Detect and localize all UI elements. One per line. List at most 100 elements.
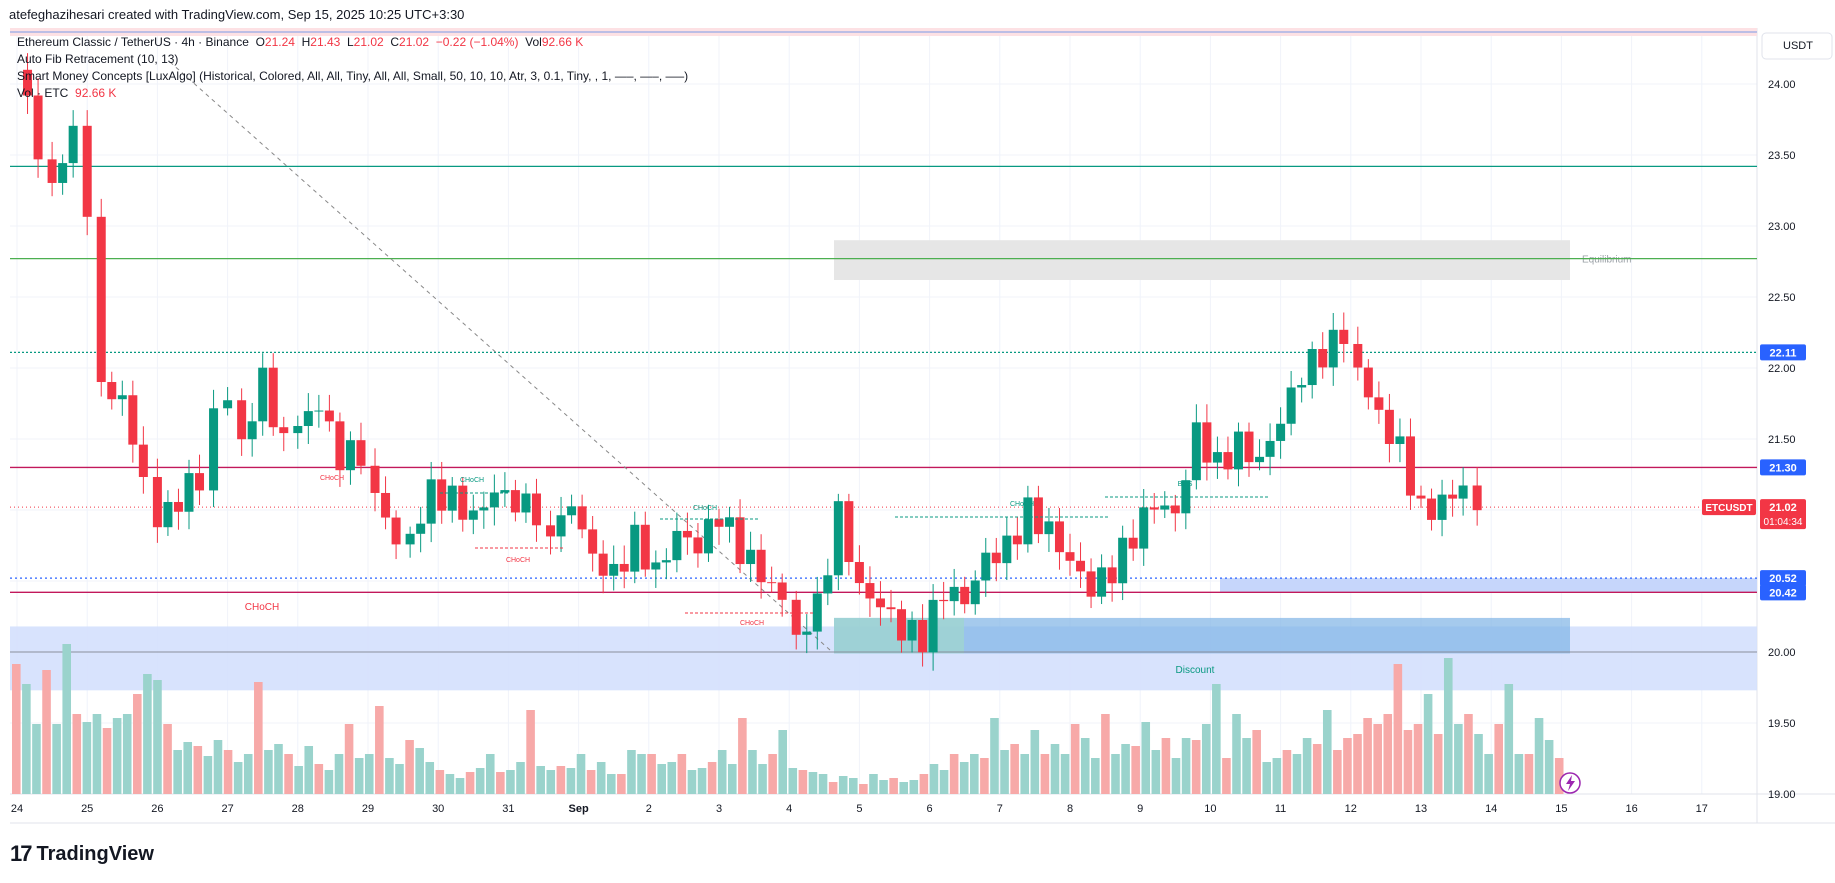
volume-bar <box>455 778 465 794</box>
bos-label: BOS <box>1178 481 1193 488</box>
volume-bar <box>1252 730 1261 794</box>
lightning-bolt-icon <box>1566 775 1575 791</box>
candle-body <box>531 493 541 526</box>
volume-bar <box>697 768 707 794</box>
volume-bar <box>1222 758 1231 794</box>
volume-bar <box>183 742 193 794</box>
volume-bar <box>516 762 525 794</box>
tradingview-logo[interactable]: 17 TradingView <box>10 841 154 866</box>
volume-bar <box>274 744 283 794</box>
legend-symbol[interactable]: Ethereum Classic / TetherUS · 4h · Binan… <box>17 35 249 49</box>
legend-low: 21.02 <box>353 35 384 49</box>
candle-body <box>1286 387 1296 424</box>
volume-bar <box>1050 744 1060 794</box>
price-tick: 23.00 <box>1768 221 1796 233</box>
candle-body <box>875 598 885 608</box>
candle-body <box>1353 343 1363 368</box>
legend-vol-ind-label[interactable]: Vol · ETC <box>17 86 69 100</box>
legend-symbol-row[interactable]: Ethereum Classic / TetherUS · 4h · Binan… <box>17 35 583 49</box>
volume-bar <box>425 762 435 794</box>
candle-body <box>1374 397 1384 410</box>
volume-bar <box>546 770 556 794</box>
volume-bar <box>929 764 939 794</box>
symbol-tag: ETCUSDT <box>1705 503 1752 514</box>
candle-body <box>991 552 1001 564</box>
candle-body <box>152 476 162 528</box>
candle-body <box>1416 495 1426 499</box>
volume-bar <box>1201 724 1211 794</box>
attribution-text: atefeghazihesari created with TradingVie… <box>9 7 465 22</box>
volume-bar <box>1232 714 1241 794</box>
candle-body <box>1044 521 1054 535</box>
candle-body <box>117 395 127 400</box>
volume-bar <box>395 764 404 794</box>
price-label-21-30-box <box>1760 459 1806 476</box>
candle-body <box>928 599 938 653</box>
candle-body <box>725 517 735 527</box>
volume-bar <box>738 718 747 794</box>
candle-body <box>556 515 566 537</box>
volume-bar <box>1070 724 1080 794</box>
price-label-22-11-box <box>1760 344 1806 361</box>
volume-bar <box>375 706 384 794</box>
legend-l-label: L <box>346 35 354 49</box>
candle-body <box>588 529 598 554</box>
volume-bar <box>1212 684 1221 794</box>
time-tick: 25 <box>81 803 93 815</box>
candle-body <box>1076 560 1086 572</box>
legend-volume: 92.66 K <box>541 35 584 49</box>
price-label-20-42-box <box>1760 584 1806 601</box>
volume-bar <box>445 774 455 794</box>
volume-bar <box>102 728 112 794</box>
volume-bar <box>82 722 92 794</box>
legend-fib-text[interactable]: Auto Fib Retracement (10, 13) <box>17 52 179 66</box>
candle-body <box>138 444 148 477</box>
candle-body <box>630 524 640 572</box>
candle-body <box>577 506 587 530</box>
volume-bar <box>52 724 61 794</box>
volume-bar <box>1040 754 1050 794</box>
volume-bars <box>12 644 1564 794</box>
candle-body <box>640 524 650 570</box>
volume-bar <box>506 770 515 794</box>
candle-body <box>833 501 843 576</box>
volume-bar <box>1242 738 1251 794</box>
volume-bar <box>1030 730 1040 794</box>
candle-body <box>865 583 875 599</box>
volume-bar <box>748 750 757 794</box>
volume-bar <box>1312 744 1322 794</box>
legend-indicator-fib[interactable]: Auto Fib Retracement (10, 13) <box>17 52 178 66</box>
choch-label: CHoCH <box>740 620 764 627</box>
candle-body <box>823 575 833 594</box>
market-structure: CHoCH CHoCH CHoCH CHoCH CHoCH CHoCH CHoCH BOS <box>245 475 1270 627</box>
candle-body <box>1339 329 1349 344</box>
legend-smc-text[interactable]: Smart Money Concepts [LuxAlgo] (Historic… <box>17 69 689 83</box>
time-tick: Sep <box>569 803 589 815</box>
volume-bar <box>465 772 475 794</box>
volume-bar <box>264 750 273 794</box>
volume-bar <box>838 776 848 794</box>
choch-label: CHoCH <box>1010 501 1034 508</box>
candle-body <box>23 69 33 96</box>
candle-body <box>128 395 138 445</box>
legend-indicator-vol[interactable]: Vol · ETC 92.66 K <box>17 86 116 100</box>
volume-bar <box>1010 744 1019 794</box>
candle-body <box>268 367 278 428</box>
volume-bar <box>1161 738 1171 794</box>
time-tick: 6 <box>927 803 933 815</box>
candle-body <box>844 501 854 563</box>
choch-label: CHoCH <box>693 505 717 512</box>
legend-indicator-smc[interactable]: Smart Money Concepts [LuxAlgo] (Historic… <box>17 69 688 83</box>
volume-bar <box>1504 684 1514 794</box>
volume-bar <box>254 682 263 794</box>
time-tick: 8 <box>1067 803 1073 815</box>
time-axis: 24 25 26 27 28 29 30 31 Sep 2 3 4 5 6 7 8 9 10 11 12 13 14 15 1… <box>11 803 1708 815</box>
time-tick: 16 <box>1625 803 1637 815</box>
volume-bar <box>1514 754 1524 794</box>
volume-bar <box>768 754 777 794</box>
time-tick: 15 <box>1555 803 1567 815</box>
tradingview-mark-icon: 17 <box>10 841 33 866</box>
candle-body <box>293 426 303 434</box>
candle-body <box>1363 367 1373 398</box>
